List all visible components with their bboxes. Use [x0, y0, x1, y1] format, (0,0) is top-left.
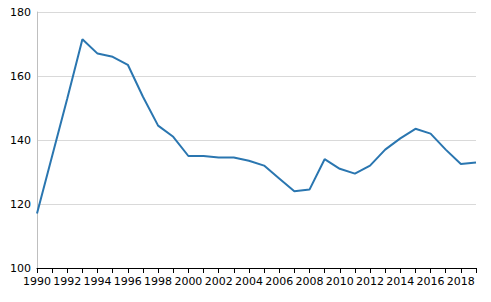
- svg-text:2010: 2010: [326, 275, 354, 288]
- svg-text:2016: 2016: [417, 275, 445, 288]
- svg-text:160: 160: [10, 70, 31, 83]
- svg-text:2012: 2012: [356, 275, 384, 288]
- svg-text:2014: 2014: [386, 275, 414, 288]
- svg-text:2000: 2000: [174, 275, 202, 288]
- svg-text:2004: 2004: [235, 275, 263, 288]
- svg-text:1994: 1994: [84, 275, 112, 288]
- svg-text:140: 140: [10, 134, 31, 147]
- svg-text:1992: 1992: [53, 275, 81, 288]
- svg-text:1996: 1996: [114, 275, 142, 288]
- svg-text:2008: 2008: [295, 275, 323, 288]
- svg-text:1990: 1990: [23, 275, 51, 288]
- svg-text:100: 100: [10, 262, 31, 275]
- svg-text:2018: 2018: [447, 275, 475, 288]
- svg-text:2006: 2006: [265, 275, 293, 288]
- svg-text:1998: 1998: [144, 275, 172, 288]
- svg-text:120: 120: [10, 198, 31, 211]
- svg-text:2002: 2002: [205, 275, 233, 288]
- svg-text:180: 180: [10, 6, 31, 19]
